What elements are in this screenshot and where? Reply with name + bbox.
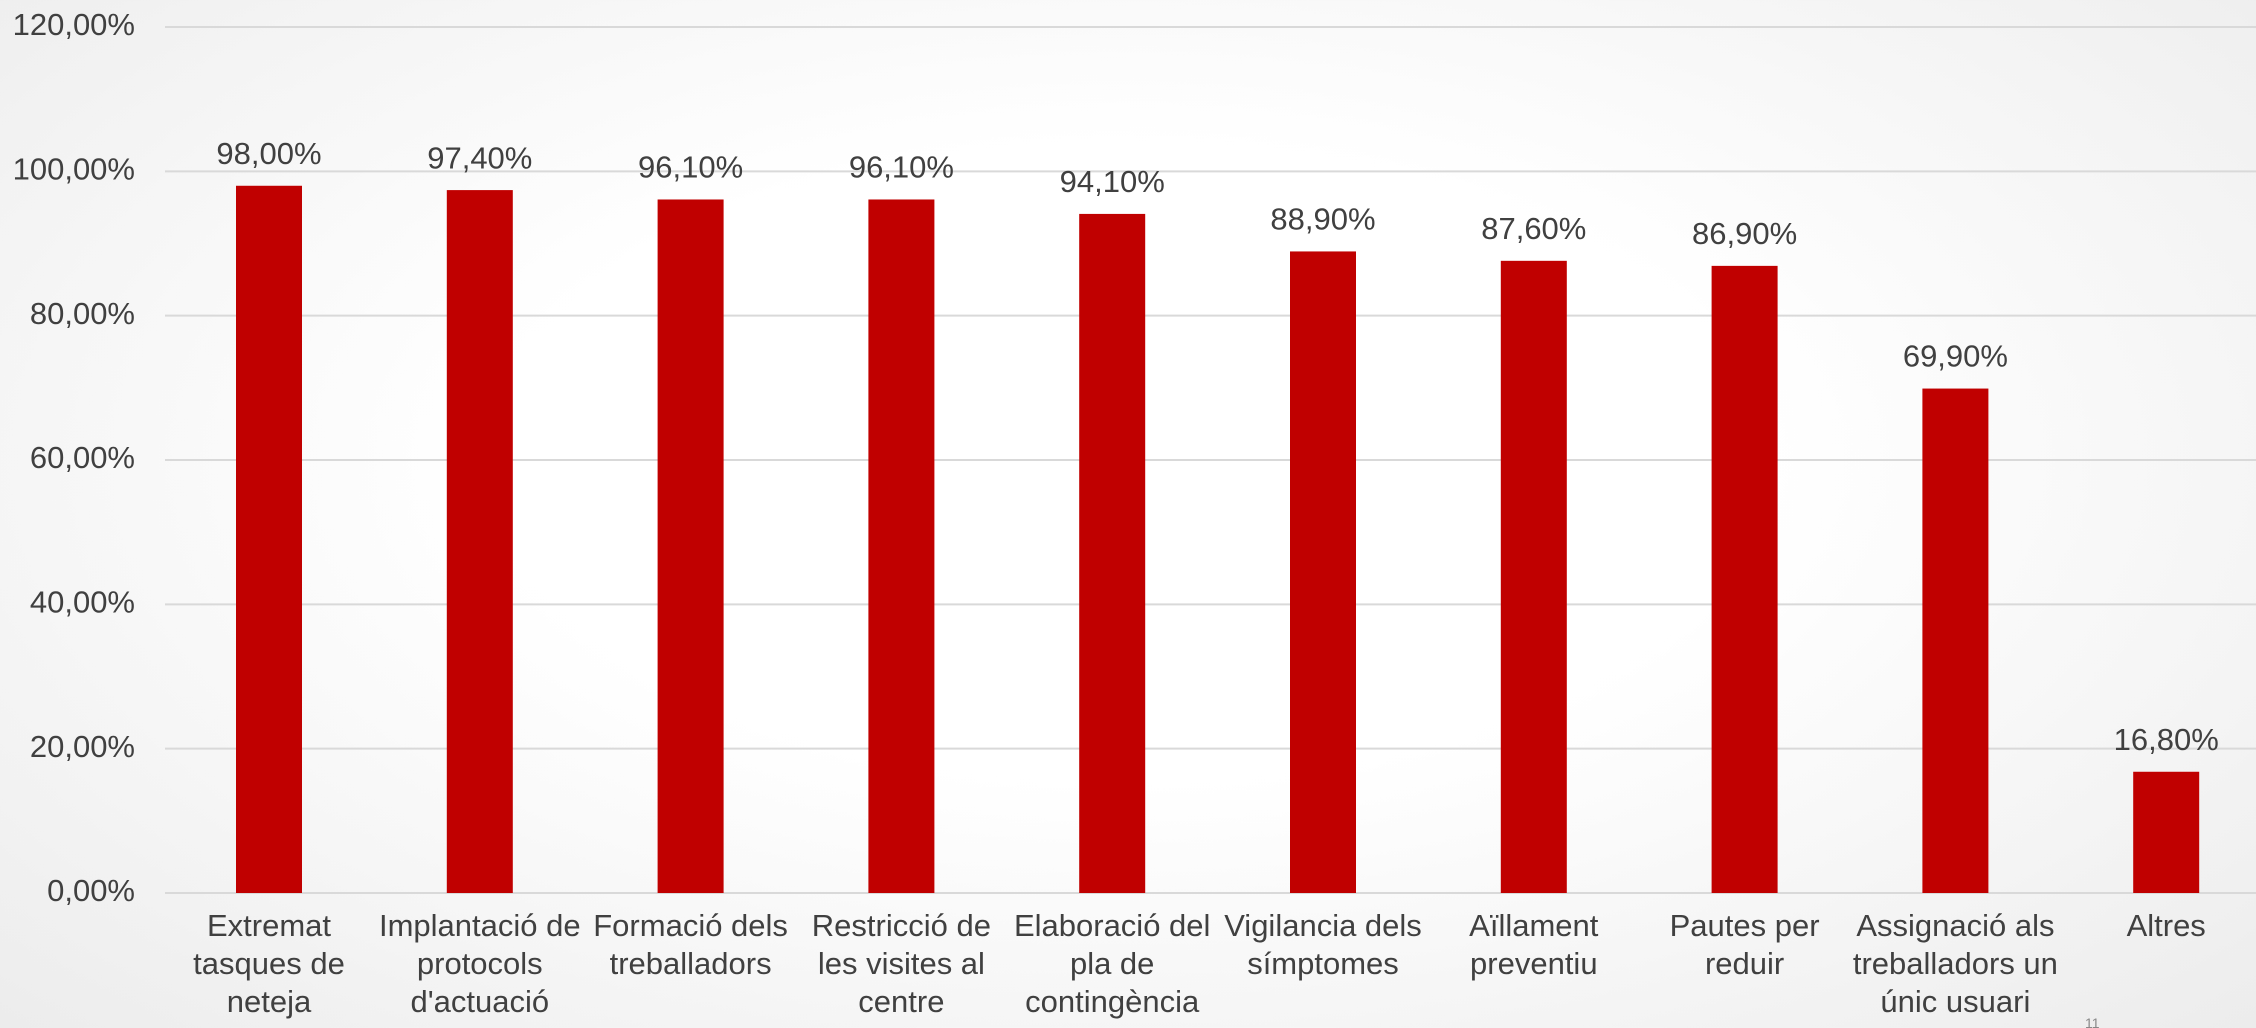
bar bbox=[1711, 265, 1778, 893]
x-tick-label: Pautes per reduir bbox=[1669, 908, 1820, 981]
value-label: 16,80% bbox=[2114, 722, 2219, 757]
value-label: 96,10% bbox=[849, 150, 954, 185]
bar bbox=[1922, 388, 1989, 893]
value-label: 69,90% bbox=[1903, 339, 2008, 374]
value-label: 98,00% bbox=[216, 136, 321, 171]
y-tick-label: 60,00% bbox=[30, 440, 135, 475]
bar bbox=[236, 185, 302, 893]
x-tick-label: Extremat tasques de neteja bbox=[193, 908, 345, 1019]
x-tick-label: Aïllament preventiu bbox=[1469, 908, 1599, 981]
x-tick-label: Restricció de les visites al centre bbox=[811, 908, 991, 1019]
bar bbox=[1079, 213, 1146, 893]
y-tick-label: 80,00% bbox=[30, 296, 135, 331]
page-number: 11 bbox=[2085, 1015, 2100, 1028]
bar bbox=[2133, 771, 2200, 893]
value-label: 88,90% bbox=[1270, 202, 1375, 237]
bar bbox=[1290, 251, 1356, 893]
value-label: 87,60% bbox=[1481, 211, 1586, 246]
bar bbox=[1500, 260, 1567, 893]
bar bbox=[446, 190, 513, 893]
value-label: 96,10% bbox=[638, 150, 743, 185]
y-tick-label: 0,00% bbox=[47, 873, 135, 908]
x-tick-label: Formació dels treballadors bbox=[593, 908, 788, 981]
value-label: 94,10% bbox=[1060, 164, 1165, 199]
y-tick-label: 20,00% bbox=[30, 729, 135, 764]
bar bbox=[868, 199, 935, 893]
x-tick-label: Vigilancia dels símptomes bbox=[1224, 908, 1422, 981]
x-tick-label: Implantació de protocols d'actuació bbox=[378, 908, 581, 1019]
y-tick-label: 40,00% bbox=[30, 585, 135, 620]
x-tick-label: Assignació als treballadors un únic usua… bbox=[1852, 908, 2058, 1019]
x-tick-label: Elaboració del pla de contingència bbox=[1013, 908, 1211, 1019]
value-label: 97,40% bbox=[427, 140, 532, 175]
value-label: 86,90% bbox=[1692, 216, 1797, 251]
x-tick-label: Altres bbox=[2126, 908, 2206, 943]
bar bbox=[657, 199, 724, 893]
y-tick-label: 100,00% bbox=[13, 152, 135, 187]
y-tick-label: 120,00% bbox=[13, 7, 135, 42]
